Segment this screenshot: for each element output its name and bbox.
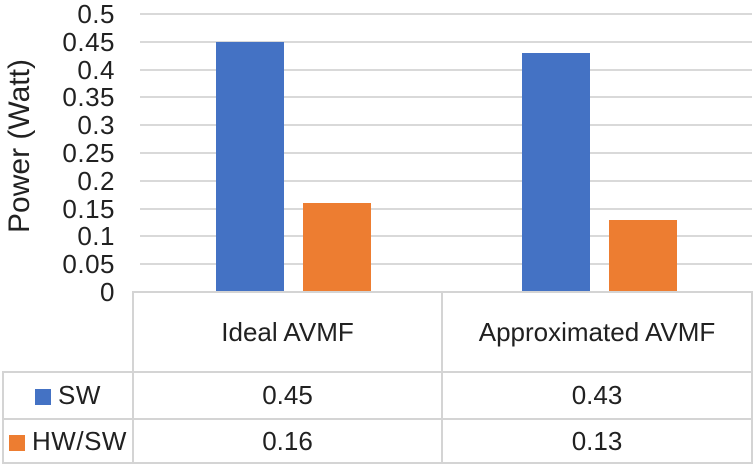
legend-key-sw-swatch (35, 389, 52, 405)
y-tick-label: 0.5 (77, 0, 115, 29)
category-header-label: Ideal AVMF (221, 316, 354, 347)
value-cell-hw-sw-ideal-avmf: 0.16 (132, 418, 443, 464)
value-cell-sw-ideal-avmf: 0.45 (132, 371, 443, 420)
gridline (140, 40, 752, 43)
gridline (140, 179, 752, 182)
gridline (140, 124, 752, 127)
gridline (140, 207, 752, 210)
y-tick-label: 0.2 (77, 165, 115, 196)
bar-sw-approximated-avmf (521, 52, 590, 292)
table-corner-cell (3, 292, 133, 372)
legend-label: HW/SW (32, 425, 127, 456)
value-cell-sw-approximated-avmf: 0.43 (441, 371, 753, 420)
y-tick-label: 0.3 (77, 110, 115, 141)
legend-cell-hw-sw: HW/SW (2, 418, 134, 464)
gridline (140, 68, 752, 71)
gridline (140, 152, 752, 154)
category-header-ideal-avmf: Ideal AVMF (132, 291, 443, 373)
gridline (140, 96, 752, 99)
category-header-label: Approximated AVMF (478, 316, 716, 347)
y-tick-label: 0.05 (62, 249, 115, 280)
y-tick-label: 0 (100, 277, 115, 307)
chart-data-table: Ideal AVMF Approximated AVMF SW 0.45 0.43 HW/… (2, 291, 753, 464)
bar-sw-ideal-avmf (215, 41, 284, 292)
value-cell-hw-sw-approximated-avmf: 0.13 (441, 418, 753, 464)
y-tick-label: 0.35 (62, 82, 115, 113)
gridline (140, 235, 752, 238)
legend-key-hw-sw-swatch (9, 434, 26, 451)
y-axis-tick-labels: 0.5 0.45 0.4 0.35 0.3 0.25 0.2 0.15 0.1 0.05 0 (0, 0, 115, 320)
bar-hw-sw-approximated-avmf (608, 219, 677, 292)
gridline (140, 263, 752, 266)
bar-hw-sw-ideal-avmf (302, 203, 371, 292)
plot-area (140, 13, 752, 293)
y-tick-label: 0.25 (62, 138, 115, 168)
legend-cell-sw: SW (2, 371, 134, 420)
y-tick-label: 0.1 (77, 221, 115, 252)
y-tick-label: 0.45 (62, 26, 115, 57)
legend-label: SW (58, 380, 101, 410)
category-header-approximated-avmf: Approximated AVMF (441, 291, 753, 373)
gridline (140, 13, 752, 15)
y-tick-label: 0.15 (62, 193, 115, 224)
y-tick-label: 0.4 (77, 54, 115, 85)
